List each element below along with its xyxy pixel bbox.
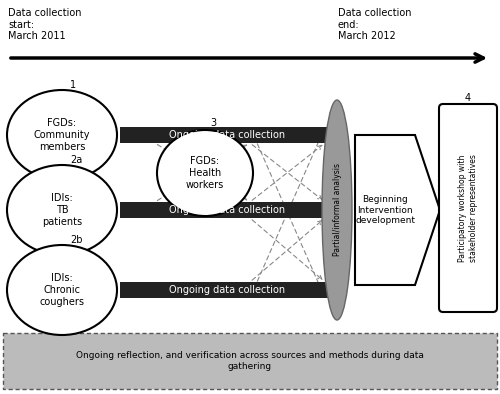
Text: Partial/informal analysis: Partial/informal analysis — [332, 164, 342, 256]
Text: 3: 3 — [210, 118, 216, 128]
Text: 1: 1 — [70, 80, 76, 90]
Text: Data collection
start:
March 2011: Data collection start: March 2011 — [8, 8, 82, 41]
Text: IDIs:
Chronic
coughers: IDIs: Chronic coughers — [40, 273, 84, 307]
Bar — [120, 282, 335, 298]
Text: Data collection
end:
March 2012: Data collection end: March 2012 — [338, 8, 411, 41]
Ellipse shape — [322, 100, 352, 320]
Text: 4: 4 — [465, 93, 471, 103]
Bar — [120, 202, 335, 218]
Ellipse shape — [7, 90, 117, 180]
Ellipse shape — [7, 245, 117, 335]
FancyBboxPatch shape — [439, 104, 497, 312]
Text: FGDs:
Community
members: FGDs: Community members — [34, 119, 90, 152]
Ellipse shape — [157, 130, 253, 216]
FancyBboxPatch shape — [3, 333, 497, 389]
Text: Participatory workshop with
stakeholder representatives: Participatory workshop with stakeholder … — [458, 154, 477, 262]
Text: Ongoing reflection, and verification across sources and methods during data
gath: Ongoing reflection, and verification acr… — [76, 351, 424, 371]
Polygon shape — [355, 135, 440, 285]
Text: 2a: 2a — [70, 155, 82, 165]
Text: IDIs:
TB
patients: IDIs: TB patients — [42, 193, 82, 227]
Text: Ongoing data collection: Ongoing data collection — [170, 285, 285, 295]
Text: Ongoing data collection: Ongoing data collection — [170, 205, 285, 215]
Text: 2b: 2b — [70, 235, 82, 245]
Bar — [120, 127, 335, 143]
Ellipse shape — [7, 165, 117, 255]
Text: Beginning
Intervention
development: Beginning Intervention development — [355, 195, 415, 225]
Text: FGDs:
Health
workers: FGDs: Health workers — [186, 156, 224, 190]
Text: Ongoing data collection: Ongoing data collection — [170, 130, 285, 140]
